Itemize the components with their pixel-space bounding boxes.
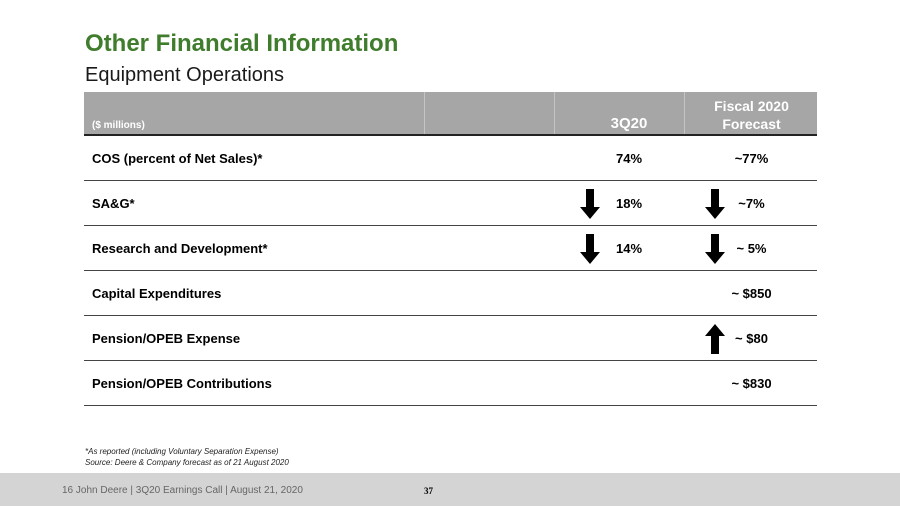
arrow-down-icon [705,189,725,219]
arrow-up-icon [705,324,725,354]
footer-text: 16 John Deere | 3Q20 Earnings Call | Aug… [62,485,303,496]
row-label: Pension/OPEB Contributions [92,376,272,391]
value-3q20: 14% [615,241,643,256]
value-forecast: ~77% [734,151,769,166]
arrow-down-icon [580,234,600,264]
value-forecast: ~7% [738,196,765,211]
value-forecast: ~ $830 [731,376,772,391]
column-header-3q20: 3Q20 [610,115,648,132]
table-row: SA&G* 18% ~7% [84,181,817,226]
row-label: Research and Development* [92,241,268,256]
header-divider [554,92,555,134]
source-line: Source: Deere & Company forecast as of 2… [85,458,289,467]
table-body: COS (percent of Net Sales)* 74% ~77% SA&G* 1… [84,136,817,406]
units-label: ($ millions) [92,120,145,131]
table-row: Pension/OPEB Contributions ~ $830 [84,361,817,406]
financial-table: ($ millions) 3Q20 Fiscal 2020 Forecast C… [84,92,817,406]
table-header: ($ millions) 3Q20 Fiscal 2020 Forecast [84,92,817,136]
page-subtitle: Equipment Operations [85,64,285,86]
value-forecast: ~ 5% [736,241,767,256]
row-label: Pension/OPEB Expense [92,331,241,346]
value-3q20: 18% [615,196,643,211]
page-title: Other Financial Information [85,30,399,57]
row-label: SA&G* [92,196,135,211]
footnotes: *As reported (including Voluntary Separa… [85,446,289,468]
row-label: Capital Expenditures [92,286,222,301]
page-number: 37 [424,486,433,496]
table-row: Research and Development* 14% ~ 5% [84,226,817,271]
table-row: COS (percent of Net Sales)* 74% ~77% [84,136,817,181]
column-header-forecast: Fiscal 2020 Forecast [684,97,819,133]
forecast-header-line2: Forecast [722,116,781,132]
value-forecast: ~ $850 [731,286,772,301]
arrow-down-icon [580,189,600,219]
value-forecast: ~ $80 [735,331,768,346]
arrow-down-icon [705,234,725,264]
value-3q20: 74% [615,151,643,166]
forecast-header-line1: Fiscal 2020 [714,98,789,114]
table-row: Capital Expenditures ~ $850 [84,271,817,316]
header-divider [684,92,685,134]
footnote-line: *As reported (including Voluntary Separa… [85,447,279,456]
table-row: Pension/OPEB Expense ~ $80 [84,316,817,361]
header-divider [424,92,425,134]
footer-bar: 16 John Deere | 3Q20 Earnings Call | Aug… [0,473,900,506]
row-label: COS (percent of Net Sales)* [92,151,263,166]
